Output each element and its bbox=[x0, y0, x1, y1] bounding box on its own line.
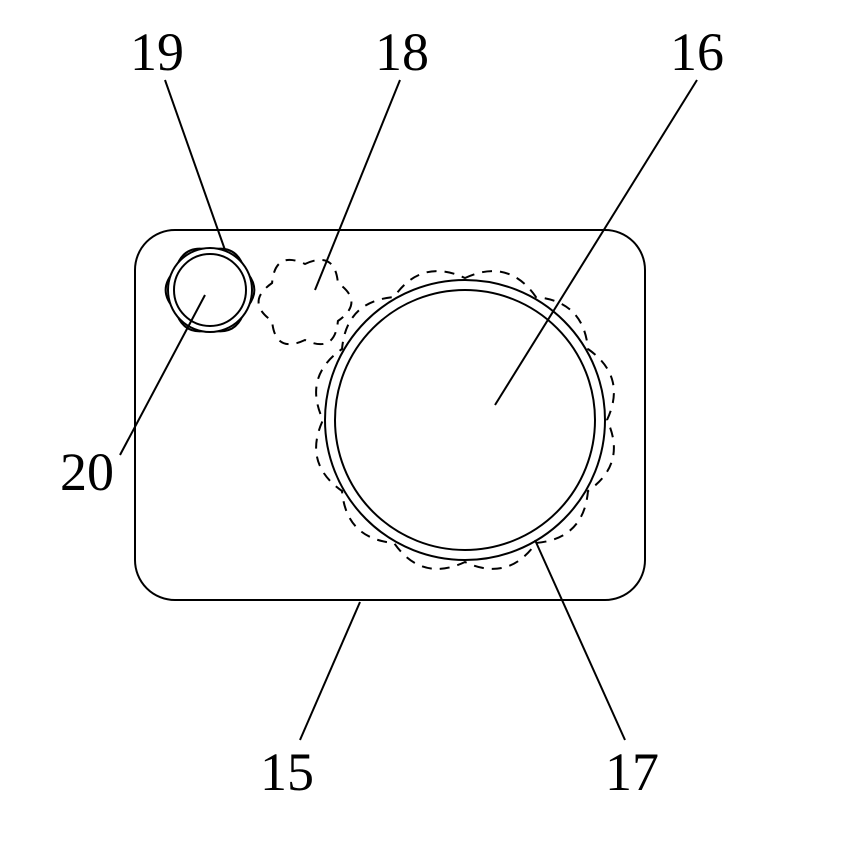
leader-19 bbox=[165, 80, 225, 250]
leader-15 bbox=[300, 602, 360, 740]
leader-17 bbox=[535, 540, 625, 740]
leader-18 bbox=[315, 80, 400, 290]
label-17: 17 bbox=[605, 742, 659, 802]
leader-20 bbox=[120, 295, 205, 455]
label-18: 18 bbox=[375, 22, 429, 82]
drum-outer bbox=[325, 280, 605, 560]
label-15: 15 bbox=[260, 742, 314, 802]
label-19: 19 bbox=[130, 22, 184, 82]
idler-gear bbox=[259, 260, 352, 344]
top-gear-outer bbox=[168, 248, 252, 332]
label-20: 20 bbox=[60, 442, 114, 502]
label-16: 16 bbox=[670, 22, 724, 82]
leader-16 bbox=[495, 80, 697, 405]
